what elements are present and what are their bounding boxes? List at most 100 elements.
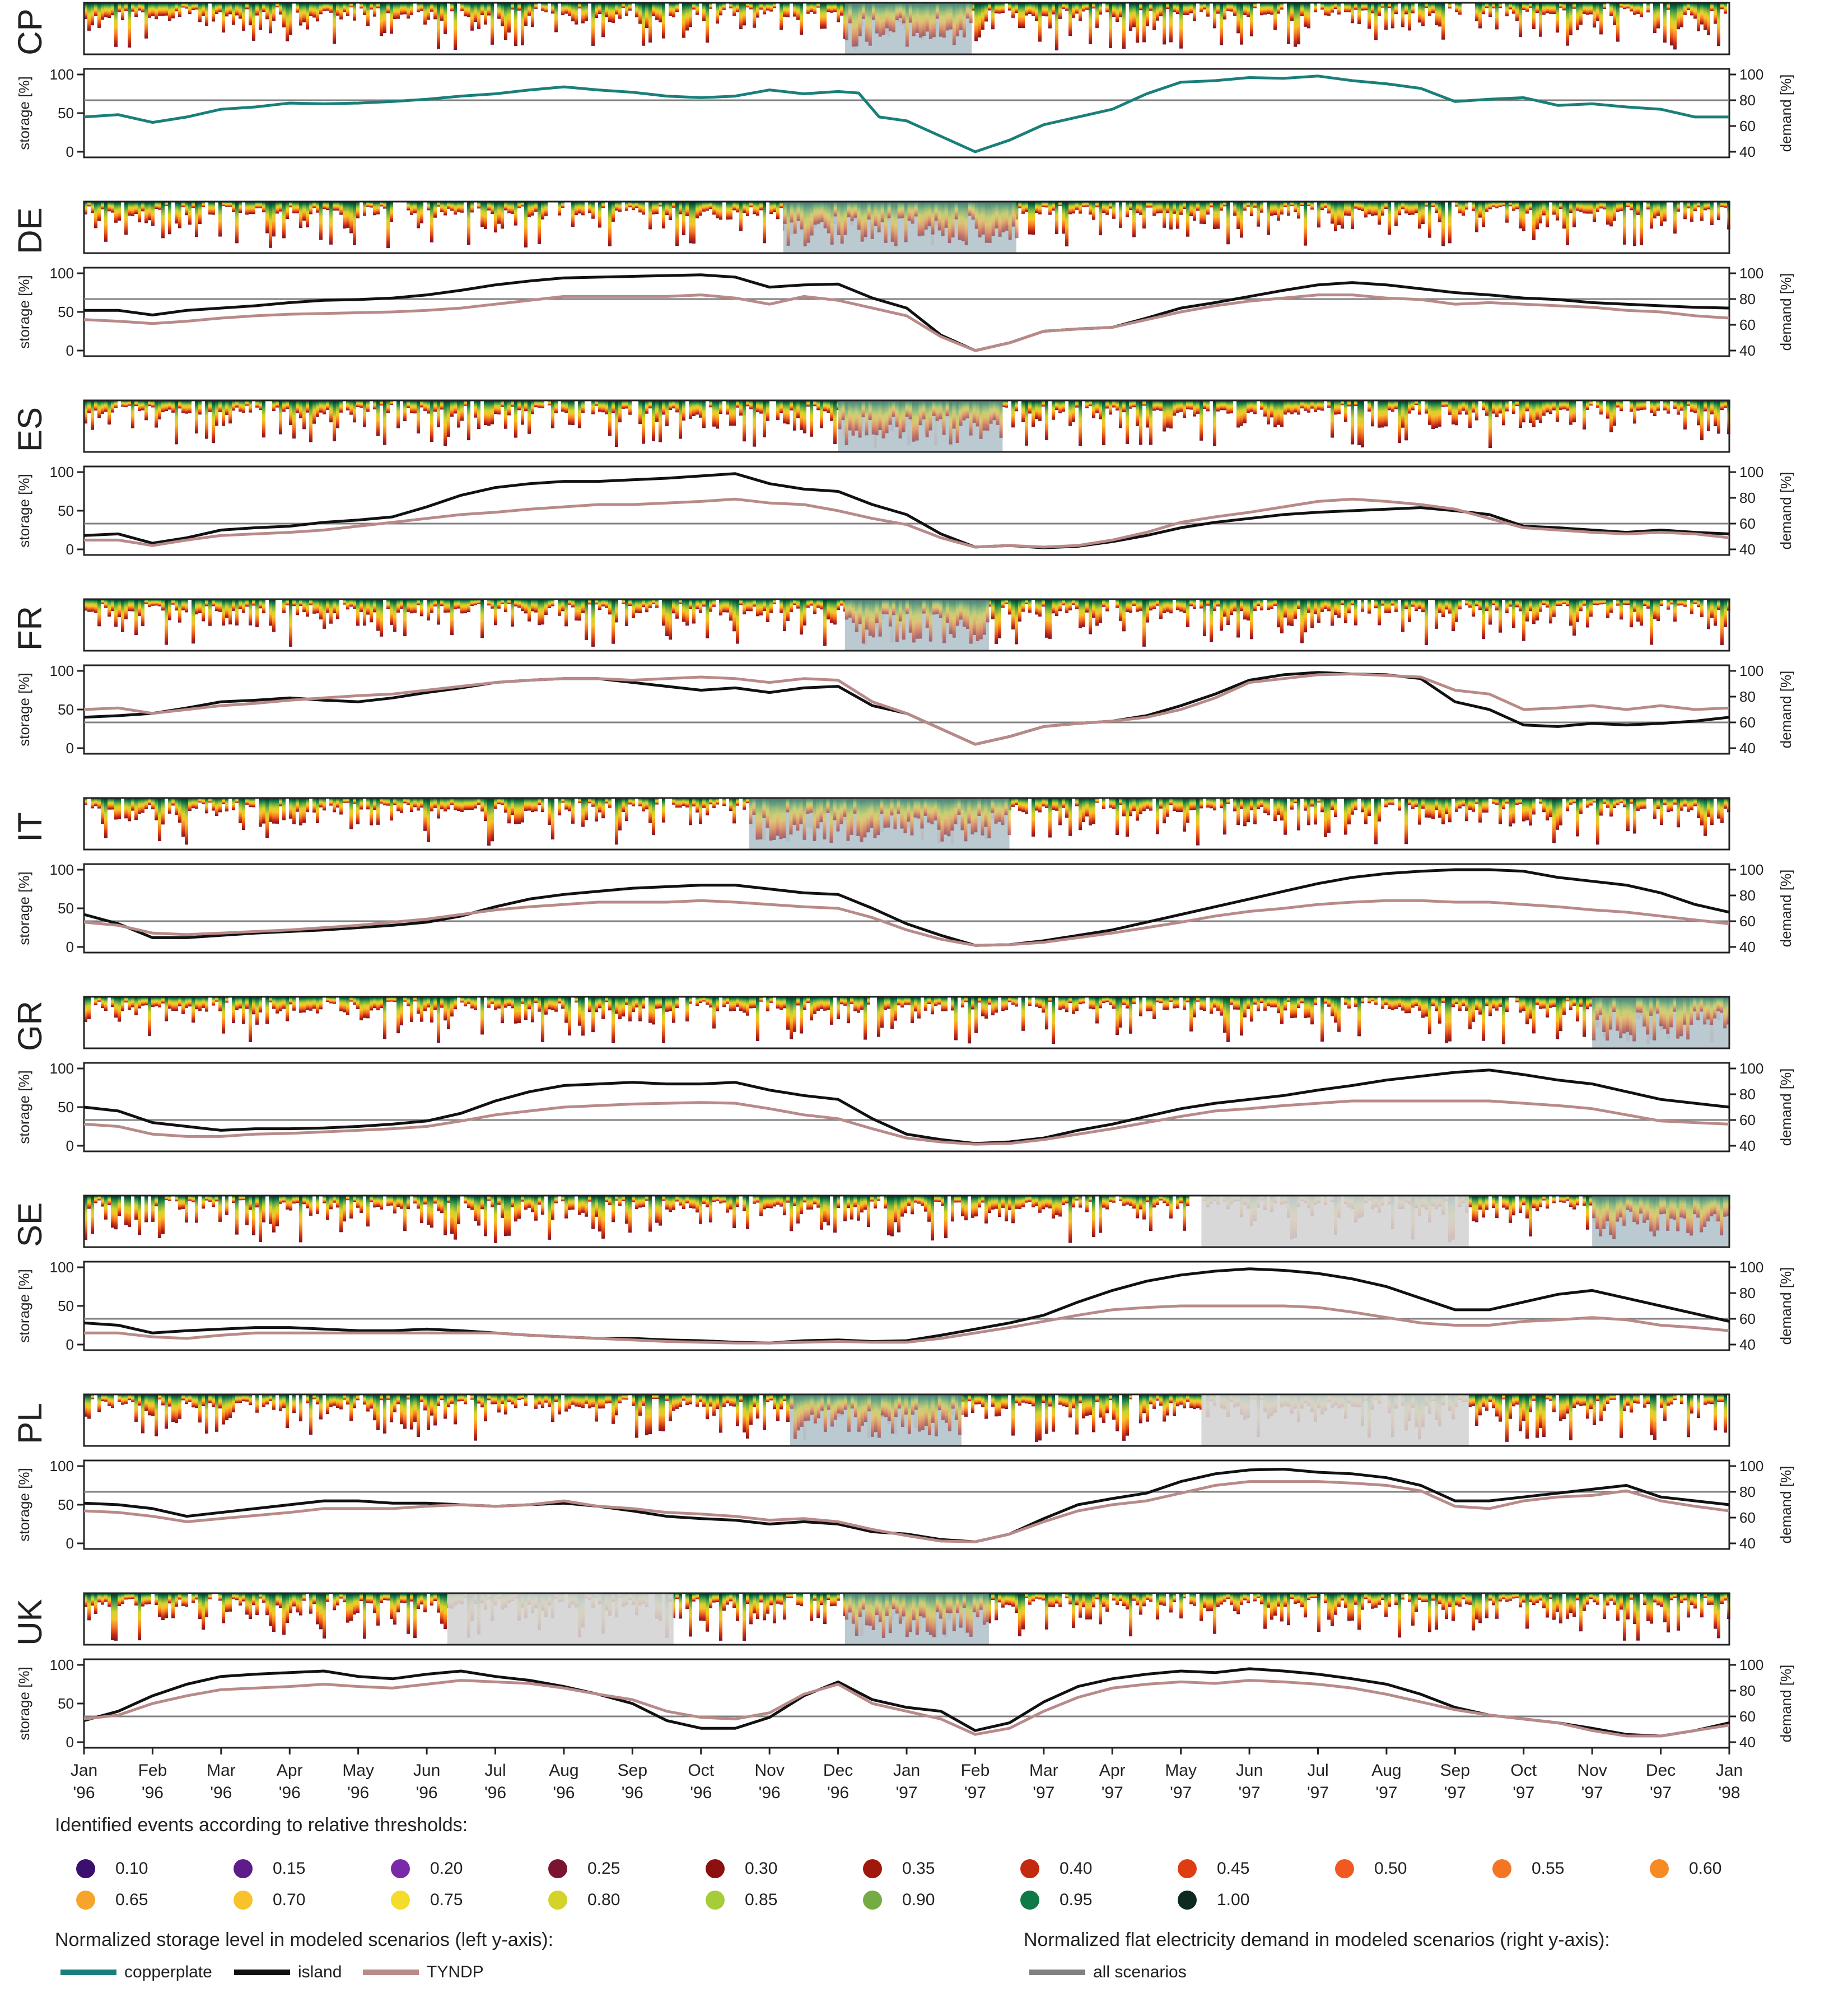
storage-legend-item[interactable]: island bbox=[234, 1963, 342, 1982]
event-legend-item[interactable]: 0.30 bbox=[706, 1859, 777, 1878]
event-drip bbox=[440, 202, 444, 212]
event-legend-item[interactable]: 0.60 bbox=[1650, 1859, 1721, 1878]
event-drip bbox=[1583, 997, 1586, 1037]
event-drip bbox=[736, 1593, 739, 1621]
event-drip bbox=[554, 400, 558, 413]
event-drip bbox=[682, 1196, 685, 1210]
event-drip bbox=[1277, 3, 1280, 14]
event-drip bbox=[1300, 997, 1304, 1004]
event-drip bbox=[1206, 202, 1210, 215]
series-line-island bbox=[83, 868, 1730, 947]
event-legend-item[interactable]: 0.65 bbox=[76, 1891, 148, 1910]
event-drip bbox=[1058, 400, 1062, 414]
event-drip bbox=[544, 599, 548, 615]
event-legend-item[interactable]: 0.55 bbox=[1492, 1859, 1564, 1878]
event-drip bbox=[114, 3, 118, 47]
event-drip bbox=[605, 599, 608, 608]
event-drip bbox=[907, 1394, 911, 1434]
event-drip bbox=[1509, 3, 1512, 10]
event-drip bbox=[1482, 1196, 1485, 1218]
event-legend-item[interactable]: 0.10 bbox=[76, 1859, 148, 1878]
event-drip bbox=[706, 1593, 709, 1632]
event-drip bbox=[178, 997, 181, 1007]
event-drip bbox=[1324, 599, 1327, 609]
event-drip bbox=[800, 1394, 804, 1427]
event-drip bbox=[988, 1196, 991, 1214]
event-drip bbox=[474, 997, 477, 1010]
event-drip bbox=[511, 599, 514, 627]
event-drip bbox=[1499, 599, 1502, 633]
event-legend-item[interactable]: 0.35 bbox=[863, 1859, 935, 1878]
event-legend-item[interactable]: 0.75 bbox=[391, 1891, 463, 1910]
event-legend-item[interactable]: 0.85 bbox=[706, 1891, 777, 1910]
event-legend-item[interactable]: 1.00 bbox=[1178, 1891, 1249, 1910]
event-drip bbox=[420, 3, 423, 11]
event-drip bbox=[501, 997, 504, 1024]
event-legend-item[interactable]: 0.45 bbox=[1178, 1859, 1249, 1878]
event-drip bbox=[1519, 3, 1522, 37]
event-legend-item[interactable]: 0.70 bbox=[234, 1891, 305, 1910]
event-legend-item[interactable]: 0.80 bbox=[548, 1891, 620, 1910]
event-drip bbox=[1280, 599, 1284, 634]
event-drip bbox=[722, 997, 726, 1007]
event-drip bbox=[932, 599, 936, 615]
event-drip bbox=[131, 1394, 134, 1402]
event-drip bbox=[1620, 400, 1623, 412]
event-drip bbox=[1586, 400, 1589, 410]
event-drip bbox=[1290, 202, 1294, 207]
event-drip bbox=[571, 1196, 575, 1210]
right-tick-label: 100 bbox=[1739, 662, 1763, 679]
event-drip bbox=[121, 997, 124, 1011]
legend-dot-icon bbox=[76, 1891, 95, 1910]
event-drip bbox=[178, 3, 181, 17]
event-drip bbox=[1015, 202, 1019, 239]
event-legend-item[interactable]: 0.40 bbox=[1020, 1859, 1092, 1878]
event-drip bbox=[346, 798, 349, 803]
event-drip bbox=[386, 1593, 390, 1600]
event-legend-item[interactable]: 0.90 bbox=[863, 1891, 935, 1910]
event-drip bbox=[1384, 1593, 1388, 1617]
event-drip bbox=[128, 997, 131, 1010]
demand-legend-item[interactable]: all scenarios bbox=[1029, 1963, 1187, 1982]
event-drip bbox=[601, 798, 605, 819]
event-drip bbox=[692, 599, 696, 624]
event-drip bbox=[312, 997, 316, 1009]
event-drip bbox=[1552, 202, 1556, 215]
storage-legend-item[interactable]: TYNDP bbox=[363, 1963, 484, 1982]
event-drip bbox=[645, 798, 648, 810]
event-drip bbox=[951, 202, 955, 237]
event-drip bbox=[403, 997, 407, 1002]
event-drip bbox=[333, 1394, 336, 1406]
event-drip bbox=[494, 798, 497, 809]
event-drip bbox=[440, 997, 444, 1008]
event-legend-item[interactable]: 0.25 bbox=[548, 1859, 620, 1878]
event-drip bbox=[480, 202, 484, 227]
event-drip bbox=[1435, 400, 1438, 428]
event-legend-item[interactable]: 0.15 bbox=[234, 1859, 305, 1878]
event-drip bbox=[464, 3, 467, 17]
event-drip bbox=[1011, 400, 1015, 428]
event-drip bbox=[1455, 3, 1458, 12]
event-drip bbox=[769, 1593, 773, 1606]
storage-legend-item[interactable]: copperplate bbox=[60, 1963, 212, 1982]
event-drip bbox=[1136, 202, 1139, 213]
event-drip bbox=[776, 997, 780, 1009]
event-drip bbox=[218, 599, 222, 612]
event-drip bbox=[1374, 3, 1378, 40]
event-drip bbox=[672, 3, 675, 17]
event-drip bbox=[437, 798, 440, 819]
event-drip bbox=[1539, 400, 1542, 423]
event-drip bbox=[373, 798, 376, 810]
event-drip bbox=[316, 997, 319, 1014]
event-drip bbox=[984, 1196, 988, 1224]
event-drip bbox=[1048, 599, 1052, 639]
x-tick-label: '97 bbox=[1170, 1784, 1192, 1802]
event-drip bbox=[339, 997, 343, 1011]
event-legend-item[interactable]: 0.50 bbox=[1335, 1859, 1407, 1878]
event-drip bbox=[212, 3, 215, 22]
event-legend-item[interactable]: 0.95 bbox=[1020, 1891, 1092, 1910]
event-legend-item[interactable]: 0.20 bbox=[391, 1859, 463, 1878]
event-drip bbox=[1378, 400, 1381, 428]
event-drip bbox=[524, 997, 528, 1020]
